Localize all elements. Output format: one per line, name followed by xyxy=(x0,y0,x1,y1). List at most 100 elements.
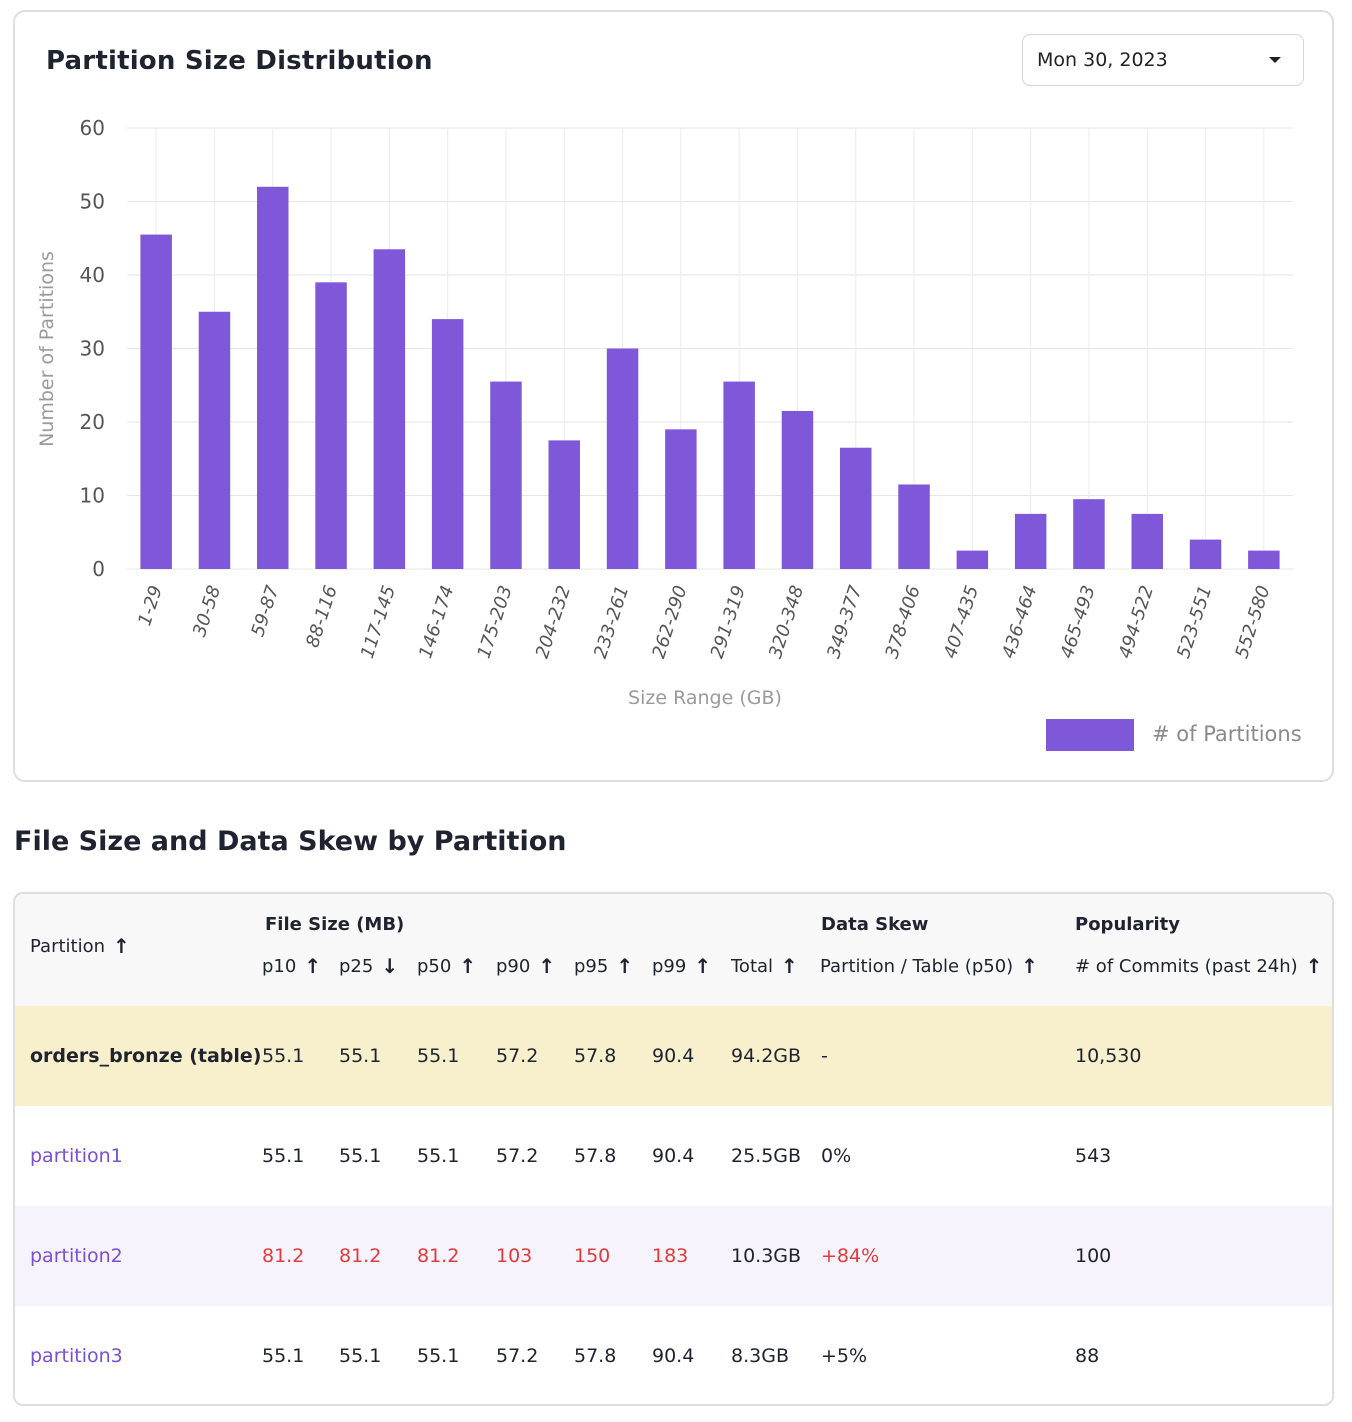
cell-p95: 57.8 xyxy=(574,1045,617,1067)
y-tick-label: 10 xyxy=(80,484,105,508)
y-axis-title: Number of Partitions xyxy=(36,251,58,447)
cell-skew: +5% xyxy=(821,1345,868,1367)
cell-skew: - xyxy=(821,1045,828,1067)
bar xyxy=(548,440,580,569)
sort-down-icon[interactable]: ↓ xyxy=(381,954,399,978)
legend-swatch xyxy=(1046,719,1134,751)
y-tick-label: 20 xyxy=(80,410,105,434)
cell-p25: 55.1 xyxy=(339,1045,382,1067)
sort-up-icon[interactable]: ↑ xyxy=(538,954,556,978)
cell-p99: 90.4 xyxy=(652,1045,695,1067)
x-tick-label: 552-580 xyxy=(1231,583,1274,661)
y-tick-label: 50 xyxy=(80,190,105,214)
chart-title: Partition Size Distribution xyxy=(46,46,433,76)
sort-up-icon[interactable]: ↑ xyxy=(616,954,634,978)
cell-p90: 103 xyxy=(496,1245,533,1267)
bar xyxy=(898,484,930,569)
y-tick-label: 30 xyxy=(80,337,105,361)
sort-up-icon[interactable]: ↑ xyxy=(304,954,322,978)
header-partition-label: Partition xyxy=(30,935,106,957)
cell-p99: 90.4 xyxy=(652,1345,695,1367)
header-p50[interactable]: p50 ↑ xyxy=(417,954,476,978)
x-tick-label: 320-348 xyxy=(765,583,808,661)
x-tick-label: 117-145 xyxy=(357,583,400,661)
bar xyxy=(373,249,406,569)
sort-up-icon[interactable]: ↑ xyxy=(113,934,130,958)
x-tick-label: 291-319 xyxy=(707,583,750,661)
cell-p50: 55.1 xyxy=(417,1045,460,1067)
header-p95[interactable]: p95 ↑ xyxy=(574,954,633,978)
header-commits[interactable]: # of Commits (past 24h) ↑ xyxy=(1075,954,1322,978)
header-p95-label: p95 xyxy=(574,955,609,977)
sort-up-icon[interactable]: ↑ xyxy=(694,954,712,978)
bar xyxy=(665,429,697,569)
partition-link[interactable]: partition3 xyxy=(30,1345,123,1367)
cell-commits: 543 xyxy=(1075,1145,1112,1167)
table-row: orders_bronze (table) 55.1 55.1 55.1 57.… xyxy=(15,1006,1332,1106)
sort-up-icon[interactable]: ↑ xyxy=(1021,954,1038,978)
cell-commits: 10,530 xyxy=(1075,1045,1142,1067)
header-p10[interactable]: p10 ↑ xyxy=(262,954,321,978)
bar xyxy=(840,447,872,569)
partition-link[interactable]: partition1 xyxy=(30,1145,123,1167)
bar xyxy=(431,319,464,569)
partition-table: Partition ↑ File Size (MB) Data Skew Pop… xyxy=(13,892,1334,1406)
cell-p10: 55.1 xyxy=(262,1045,305,1067)
header-data-skew-group: Data Skew xyxy=(821,914,929,935)
header-total-label: Total xyxy=(731,955,774,977)
cell-p95: 57.8 xyxy=(574,1145,617,1167)
cell-total: 94.2GB xyxy=(731,1045,802,1067)
cell-total: 8.3GB xyxy=(731,1345,789,1367)
x-tick-label: 262-290 xyxy=(648,583,691,661)
bar xyxy=(198,311,231,569)
header-popularity-group: Popularity xyxy=(1075,914,1180,935)
bar xyxy=(1014,513,1047,569)
bar xyxy=(606,348,639,569)
header-p99[interactable]: p99 ↑ xyxy=(652,954,711,978)
bar xyxy=(1073,499,1105,569)
header-total[interactable]: Total ↑ xyxy=(731,954,798,978)
cell-p25: 55.1 xyxy=(339,1145,382,1167)
bar xyxy=(1248,550,1280,569)
header-skew[interactable]: Partition / Table (p50) ↑ xyxy=(820,954,1038,978)
x-tick-label: 349-377 xyxy=(823,583,866,662)
bar xyxy=(1131,513,1163,569)
sort-up-icon[interactable]: ↑ xyxy=(781,954,798,978)
partition-link[interactable]: partition2 xyxy=(30,1245,123,1267)
x-tick-label: 378-406 xyxy=(882,583,925,661)
bar xyxy=(781,410,814,569)
cell-p25: 55.1 xyxy=(339,1345,382,1367)
header-p50-label: p50 xyxy=(417,955,452,977)
x-axis-title: Size Range (GB) xyxy=(628,687,782,709)
header-p90[interactable]: p90 ↑ xyxy=(496,954,555,978)
cell-p10: 55.1 xyxy=(262,1345,305,1367)
x-tick-label: 204-232 xyxy=(532,583,575,661)
cell-p50: 55.1 xyxy=(417,1345,460,1367)
bar-chart: 0 10 20 30 40 50 60 1-29 30-58 59-87 88-116 117-145… xyxy=(36,116,1293,709)
table-row: partition1 55.1 55.1 55.1 57.2 57.8 90.4… xyxy=(15,1106,1332,1206)
x-tick-label: 465-493 xyxy=(1056,583,1099,661)
bar xyxy=(1189,539,1222,569)
cell-p95: 150 xyxy=(574,1245,611,1267)
cell-p50: 55.1 xyxy=(417,1145,460,1167)
cell-commits: 100 xyxy=(1075,1245,1112,1267)
bar xyxy=(140,234,172,569)
sort-up-icon[interactable]: ↑ xyxy=(1305,954,1323,978)
cell-p25: 81.2 xyxy=(339,1245,382,1267)
cell-p99: 90.4 xyxy=(652,1145,695,1167)
bar xyxy=(257,186,289,570)
header-p99-label: p99 xyxy=(652,955,687,977)
bar xyxy=(490,381,522,569)
y-tick-label: 0 xyxy=(92,557,105,581)
cell-p50: 81.2 xyxy=(417,1245,460,1267)
legend-label: # of Partitions xyxy=(1152,722,1302,746)
header-partition[interactable]: Partition ↑ xyxy=(30,934,130,958)
table-row: partition3 55.1 55.1 55.1 57.2 57.8 90.4… xyxy=(15,1306,1332,1404)
row-name: orders_bronze (table) xyxy=(30,1045,262,1067)
x-tick-label: 436-464 xyxy=(998,583,1041,661)
sort-up-icon[interactable]: ↑ xyxy=(459,954,477,978)
cell-p99: 183 xyxy=(652,1245,689,1267)
bar xyxy=(723,381,755,569)
date-selector[interactable]: Mon 30, 2023 xyxy=(1022,34,1304,86)
header-p25[interactable]: p25 ↓ xyxy=(339,954,398,978)
